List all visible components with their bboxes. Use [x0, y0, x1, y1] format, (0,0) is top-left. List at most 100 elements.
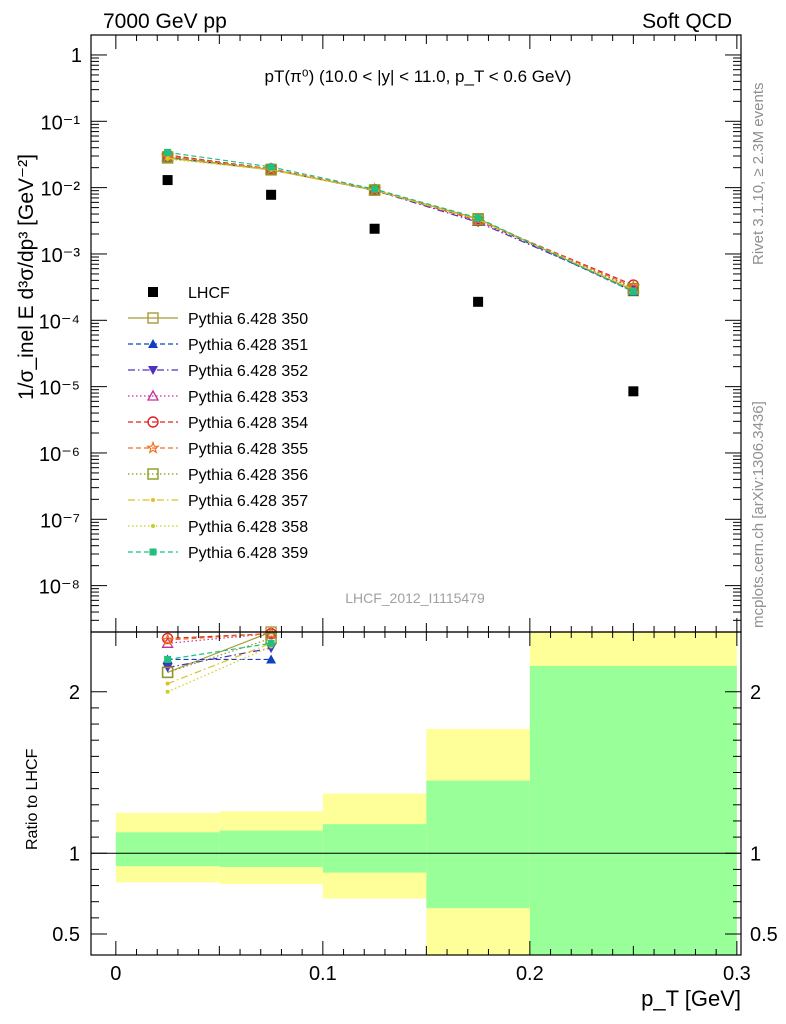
legend-marker	[148, 339, 158, 348]
data-point	[473, 296, 484, 307]
legend-entry-4: Pythia 6.428 353	[128, 389, 308, 406]
legend-label: Pythia 6.428 359	[188, 545, 308, 562]
legend-entry-10: Pythia 6.428 359	[128, 545, 308, 562]
legend-marker	[146, 389, 160, 401]
legend-marker	[148, 366, 158, 375]
y-tick-label: 10⁻²	[41, 179, 81, 201]
series-0	[162, 175, 639, 397]
ratio-y-tick-label: 1	[69, 843, 80, 865]
band-green	[426, 780, 530, 909]
legend-entry-2: Pythia 6.428 351	[128, 337, 308, 354]
ratio-line	[167, 631, 272, 673]
ratio-y-tick-label: 0.5	[52, 924, 80, 946]
legend-label: Pythia 6.428 356	[188, 467, 308, 484]
ratio-point	[160, 632, 175, 646]
ratio-point	[161, 666, 174, 679]
legend-label: Pythia 6.428 350	[188, 311, 308, 328]
legend-entry-7: Pythia 6.428 356	[128, 467, 308, 484]
series-5	[161, 149, 640, 291]
legend-marker	[148, 287, 158, 297]
y-tick-label: 10⁻¹	[41, 112, 81, 134]
data-point	[164, 148, 172, 156]
data-point	[474, 214, 482, 222]
ratio-y-tick-label-right: 2	[750, 682, 761, 704]
series-line	[167, 156, 634, 290]
legend-marker	[151, 524, 155, 528]
series-8	[165, 155, 636, 292]
ratio-line	[167, 637, 272, 673]
ratio-line	[167, 642, 272, 661]
ratio-point	[164, 655, 172, 663]
y-tick-label: 10⁻⁶	[39, 444, 80, 466]
legend-label: Pythia 6.428 354	[188, 415, 308, 432]
y-tick-label: 10⁻⁵	[39, 378, 80, 400]
legend-entry-9: Pythia 6.428 358	[128, 519, 308, 536]
series-line	[167, 157, 634, 291]
series-line	[167, 151, 634, 293]
series-line	[167, 155, 634, 288]
main-frame	[90, 34, 742, 633]
band-green	[219, 830, 323, 867]
series-line	[167, 156, 634, 293]
data-point	[628, 386, 639, 397]
ratio-y-tick-label: 2	[69, 682, 80, 704]
ratio-panel	[91, 626, 741, 955]
series-4	[161, 149, 640, 293]
ratio-series-7	[165, 641, 274, 686]
ratio-point	[266, 654, 277, 664]
ratio-line	[167, 642, 272, 685]
legend-marker	[147, 416, 159, 428]
data-point	[266, 189, 277, 200]
legend-marker	[149, 548, 157, 556]
series-line	[167, 158, 634, 291]
series-line	[167, 157, 634, 292]
legend-label: Pythia 6.428 352	[188, 363, 308, 380]
series-9	[165, 157, 636, 292]
y-tick-label: 1	[71, 45, 82, 67]
legend-label: Pythia 6.428 353	[188, 389, 308, 406]
legend-marker	[146, 440, 160, 454]
data-point	[165, 157, 170, 162]
rivet-label: Rivet 3.1.10, ≥ 2.3M events	[750, 83, 767, 266]
legend-label: Pythia 6.428 358	[188, 519, 308, 536]
ratio-series-1	[162, 654, 277, 664]
ratio-line	[167, 647, 272, 669]
header-left-label: 7000 GeV pp	[103, 10, 227, 33]
band-green	[529, 665, 737, 955]
ratio-y-tick-label-right: 0.5	[750, 924, 778, 946]
x-axis-title: p_T [GeV]	[641, 986, 741, 1011]
ratio-point	[165, 681, 170, 686]
y-tick-label: 10⁻⁴	[39, 311, 80, 333]
y-tick-label: 10⁻⁸	[39, 577, 80, 599]
chart-title: pT(π⁰) (10.0 < |y| < 11.0, p_T < 0.6 GeV…	[265, 67, 572, 86]
legend-label: Pythia 6.428 357	[188, 493, 308, 510]
main-panel	[160, 148, 641, 397]
legend-marker	[151, 498, 155, 502]
legend-entry-6: Pythia 6.428 355	[128, 440, 308, 458]
data-point	[267, 163, 275, 171]
data-point	[368, 184, 381, 196]
x-tick-label: 0.3	[723, 963, 751, 985]
y-tick-label: 10⁻³	[41, 245, 81, 267]
x-tick-label: 0	[110, 963, 121, 985]
legend-entry-0: LHCF	[148, 285, 230, 302]
ratio-line	[167, 645, 272, 693]
mcplots-label: mcplots.cern.ch [arXiv:1306.3436]	[750, 401, 767, 628]
series-line	[167, 156, 634, 291]
ratio-y-axis-title: Ratio to LHCF	[24, 748, 41, 850]
ratio-point	[267, 639, 275, 647]
data-point	[162, 175, 173, 186]
x-tick-label: 0.2	[516, 963, 544, 985]
watermark-label: LHCF_2012_I1115479	[345, 590, 485, 606]
band-green	[322, 824, 427, 873]
data-point	[369, 223, 380, 234]
legend-label: Pythia 6.428 355	[188, 441, 308, 458]
legend-entry-3: Pythia 6.428 352	[128, 363, 308, 380]
series-2	[162, 152, 639, 296]
legend-label: Pythia 6.428 351	[188, 337, 308, 354]
legend-marker	[147, 468, 159, 480]
ratio-line	[167, 633, 272, 644]
legend-entry-5: Pythia 6.428 354	[128, 415, 308, 432]
ratio-series-9	[164, 639, 275, 663]
series-6	[160, 148, 641, 293]
